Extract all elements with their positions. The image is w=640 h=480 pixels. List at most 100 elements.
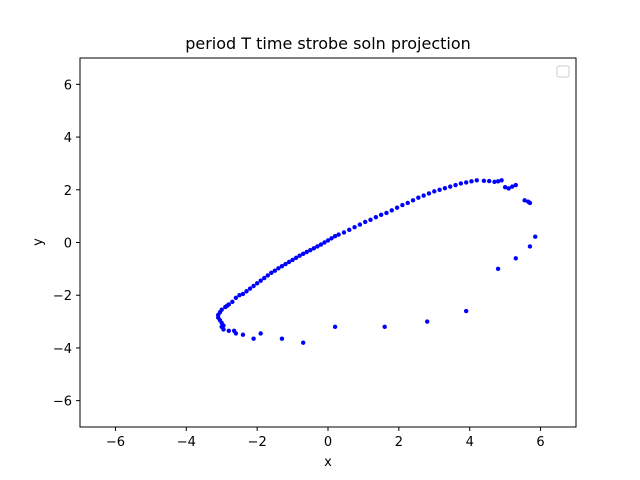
data-point: [432, 189, 437, 194]
data-point: [495, 266, 501, 272]
data-point: [297, 253, 302, 258]
x-tick-label: 0: [324, 435, 332, 450]
data-point: [506, 186, 511, 191]
data-point: [405, 200, 410, 206]
data-point: [226, 302, 231, 307]
data-point: [318, 242, 324, 247]
data-point: [226, 328, 231, 333]
data-point: [448, 184, 453, 189]
chart-title: period T time strobe soln projection: [185, 34, 471, 53]
data-point: [272, 268, 278, 273]
data-point: [279, 336, 285, 341]
data-point: [481, 178, 487, 184]
data-point: [463, 180, 469, 185]
plot-frame: [79, 57, 577, 428]
data-point: [244, 289, 249, 294]
data-point: [219, 324, 224, 330]
data-point: [325, 238, 331, 243]
y-tick-label: 6: [64, 78, 72, 93]
data-point: [332, 233, 338, 239]
data-point: [237, 293, 242, 298]
data-point: [513, 182, 518, 188]
data-point: [522, 198, 527, 203]
data-point: [363, 219, 368, 225]
data-point: [240, 332, 246, 337]
x-axis-label: x: [324, 455, 332, 470]
x-tick-label: −4: [177, 435, 196, 450]
data-point: [458, 181, 464, 186]
data-point: [416, 195, 421, 200]
data-point: [487, 178, 492, 184]
y-tick-label: −4: [53, 342, 72, 357]
data-point: [527, 200, 533, 206]
y-tick-label: −6: [53, 395, 72, 410]
data-point: [357, 222, 363, 227]
data-point: [231, 328, 237, 333]
data-point: [453, 182, 458, 188]
y-axis-label: y: [31, 238, 46, 246]
data-point: [251, 336, 256, 341]
y-tick-label: 0: [64, 237, 72, 252]
data-point: [400, 202, 405, 208]
data-point: [283, 261, 288, 267]
data-point: [269, 270, 274, 276]
data-point: [469, 179, 474, 184]
data-point: [308, 247, 313, 253]
y-tick-label: −2: [53, 289, 72, 304]
data-point: [499, 178, 504, 183]
data-point: [426, 191, 432, 196]
data-point: [230, 299, 235, 304]
data-point: [513, 256, 518, 261]
data-point: [322, 240, 327, 245]
data-point: [502, 184, 508, 190]
x-tick-label: −6: [106, 435, 125, 450]
data-point: [233, 295, 239, 301]
x-tick-label: −2: [248, 435, 267, 450]
data-point: [442, 186, 448, 191]
data-point: [311, 246, 317, 251]
x-tick-label: 4: [466, 435, 474, 450]
data-point: [389, 208, 394, 213]
data-point: [293, 255, 299, 260]
data-point: [382, 324, 387, 330]
data-point: [301, 251, 306, 257]
data-point: [510, 184, 515, 189]
data-point: [258, 331, 263, 336]
data-point: [425, 319, 430, 324]
y-tick-label: 2: [64, 184, 72, 199]
data-point: [254, 281, 260, 286]
x-tick-label: 6: [536, 435, 544, 450]
data-point: [247, 286, 253, 291]
data-point: [347, 227, 352, 233]
data-point: [290, 257, 295, 263]
y-tick-label: 4: [64, 131, 72, 146]
data-point: [373, 215, 379, 220]
data-point: [421, 193, 426, 198]
data-point: [251, 283, 256, 289]
data-points: [215, 178, 538, 345]
data-point: [492, 179, 497, 185]
legend-box: [556, 65, 570, 78]
x-tick-label: 2: [395, 435, 403, 450]
data-point: [474, 178, 479, 183]
y-axis-ticks: −6 −4 −2 0 2 4 6: [53, 78, 80, 410]
data-point: [329, 236, 334, 241]
data-point: [265, 273, 270, 278]
data-point: [219, 307, 224, 312]
data-point: [378, 212, 384, 218]
data-point: [437, 187, 442, 192]
data-point: [336, 232, 341, 237]
data-point: [262, 275, 267, 281]
data-point: [527, 244, 533, 249]
data-point: [258, 278, 263, 283]
data-point: [368, 217, 373, 223]
data-point: [341, 230, 347, 235]
data-point: [410, 198, 416, 203]
data-point: [286, 259, 292, 265]
data-point: [463, 308, 469, 314]
data-point: [276, 266, 281, 271]
data-point: [279, 264, 285, 269]
data-point: [315, 244, 320, 249]
data-point: [352, 225, 357, 230]
data-point: [384, 210, 389, 216]
